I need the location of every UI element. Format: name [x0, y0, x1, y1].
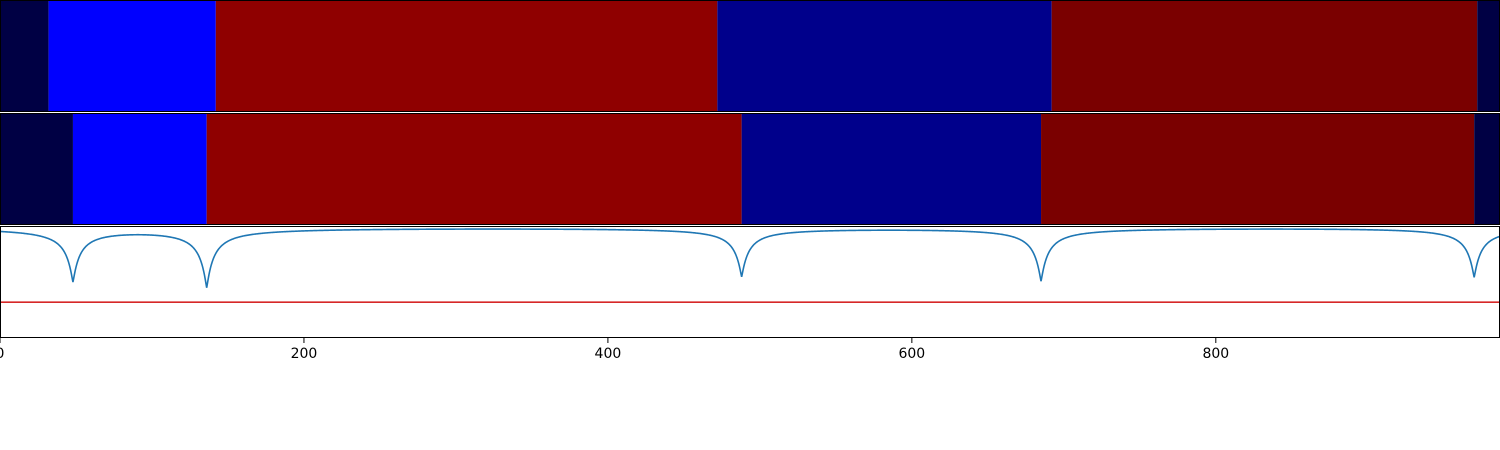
segment-2-5 — [1041, 113, 1475, 225]
segment-2-6 — [1474, 113, 1500, 225]
x-tick-label-800: 800 — [1202, 346, 1229, 362]
segment-1-2 — [48, 0, 216, 112]
x-axis: 0 200 400 600 800 — [0, 338, 1229, 362]
segment-2-2 — [72, 113, 207, 225]
segment-1-4 — [717, 0, 1052, 112]
segment-1-3 — [215, 0, 718, 112]
segmentation-strip-2 — [0, 113, 1500, 225]
segment-1-1 — [0, 0, 49, 112]
segment-2-1 — [0, 113, 73, 225]
segment-2-3 — [206, 113, 742, 225]
segment-1-6 — [1477, 0, 1500, 112]
x-tick-label-200: 200 — [291, 346, 318, 362]
x-tick-label-600: 600 — [898, 346, 925, 362]
segmentation-strip-1 — [0, 0, 1500, 112]
segment-1-5 — [1051, 0, 1478, 112]
line-panel-background — [0, 226, 1500, 338]
x-tick-label-400: 400 — [595, 346, 622, 362]
boundary-score-line — [0, 228, 1500, 288]
x-tick-label-0: 0 — [0, 346, 4, 362]
segment-2-4 — [741, 113, 1042, 225]
boundary-score-panel — [0, 226, 1500, 338]
